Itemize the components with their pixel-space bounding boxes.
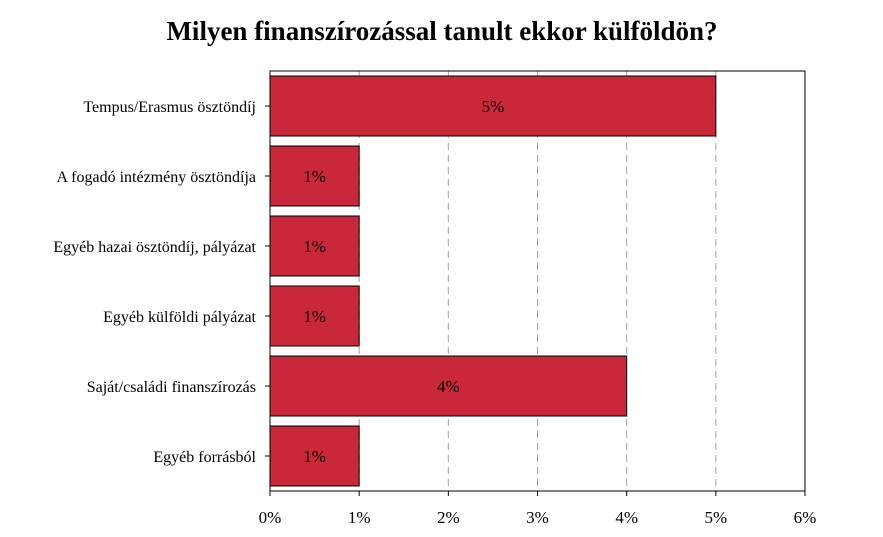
plot-area-frame (269, 70, 806, 492)
category-label: Egyéb hazai ösztöndíj, pályázat (53, 239, 256, 256)
category-label: Tempus/Erasmus ösztöndíj (83, 99, 256, 116)
bar (269, 425, 360, 487)
bar (269, 145, 360, 207)
data-labels: 5% 1% 1% 1% 4% 1% (303, 97, 504, 466)
x-axis-tick-labels: 0% 1% 2% 3% 4% 5% 6% (259, 508, 817, 527)
category-label: Egyéb külföldi pályázat (103, 309, 256, 326)
category-label: A fogadó intézmény ösztöndíja (56, 169, 256, 186)
data-label: 4% (437, 377, 460, 396)
x-tick-label: 0% (259, 508, 282, 527)
data-label: 1% (303, 447, 326, 466)
x-tick-label: 4% (615, 508, 638, 527)
data-label: 1% (303, 307, 326, 326)
x-tick-label: 1% (348, 508, 371, 527)
category-label: Saját/családi finanszírozás (87, 379, 256, 396)
x-tick-label: 5% (704, 508, 727, 527)
chart-title: Milyen finanszírozással tanult ekkor kül… (166, 16, 717, 46)
bar (269, 215, 360, 277)
data-label: 1% (303, 167, 326, 186)
category-labels: Tempus/Erasmus ösztöndíj A fogadó intézmé… (53, 99, 256, 466)
x-tick-label: 2% (437, 508, 460, 527)
data-label: 1% (303, 237, 326, 256)
bar (269, 75, 717, 137)
grid-lines (265, 71, 806, 496)
category-label: Egyéb forrásból (153, 449, 256, 466)
x-tick-label: 3% (526, 508, 549, 527)
bars (269, 75, 717, 487)
bar (269, 355, 628, 417)
x-tick-label: 6% (794, 508, 817, 527)
bar (269, 285, 360, 347)
data-label: 5% (482, 97, 505, 116)
